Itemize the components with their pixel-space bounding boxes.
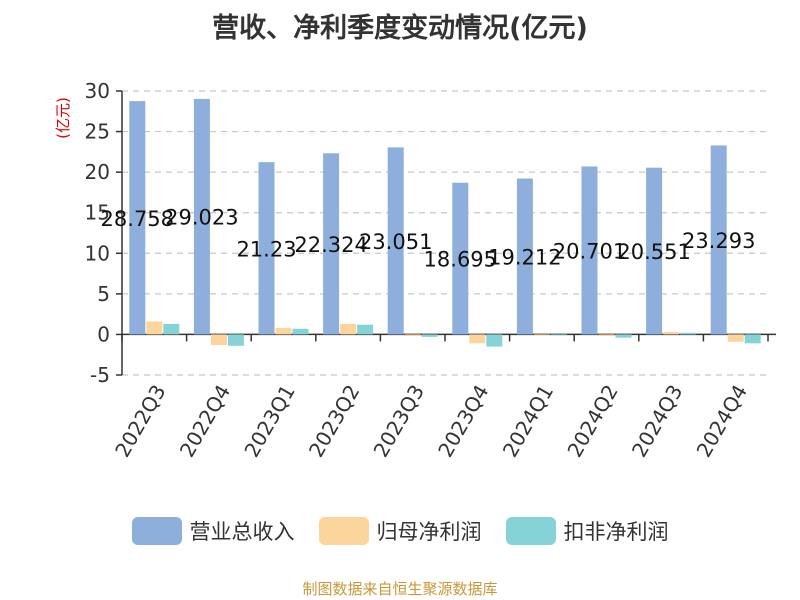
y-axis-unit-label: (亿元) — [54, 97, 72, 139]
data-label-revenue: 23.293 — [682, 229, 755, 253]
data-label-revenue: 20.551 — [617, 240, 690, 264]
bar-revenue[interactable] — [193, 98, 210, 335]
bar-revenue[interactable] — [258, 162, 275, 335]
bar-net-profit[interactable] — [727, 334, 744, 342]
y-tick-label: 10 — [85, 241, 110, 265]
legend-label-revenue: 营业总收入 — [189, 520, 295, 544]
bar-net-profit[interactable] — [146, 321, 163, 335]
x-tick-label: 2024Q3 — [627, 381, 687, 462]
y-tick-label: 20 — [85, 160, 110, 184]
x-tick-label: 2024Q2 — [562, 381, 622, 462]
y-tick-label: -5 — [90, 363, 110, 387]
x-tick-label: 2022Q3 — [110, 381, 170, 462]
bar-net-profit[interactable] — [404, 334, 421, 337]
x-tick-label: 2022Q4 — [175, 381, 235, 462]
legend-label-net-profit: 归母净利润 — [376, 520, 482, 544]
bar-deducted-profit[interactable] — [550, 334, 567, 336]
legend: 营业总收入 归母净利润 扣非净利润 — [0, 516, 800, 546]
y-tick-label: 5 — [97, 282, 110, 306]
legend-swatch-net-profit — [318, 517, 369, 545]
bar-revenue[interactable] — [646, 167, 663, 335]
bar-revenue[interactable] — [452, 182, 469, 335]
data-label-revenue: 18.695 — [424, 248, 497, 272]
data-label-revenue: 29.023 — [165, 206, 238, 230]
bar-revenue[interactable] — [710, 145, 727, 335]
bar-deducted-profit[interactable] — [421, 334, 438, 337]
bar-net-profit[interactable] — [663, 331, 680, 335]
legend-swatch-deducted-profit — [505, 517, 556, 545]
bar-net-profit[interactable] — [210, 334, 227, 345]
bar-net-profit[interactable] — [469, 334, 486, 344]
bar-net-profit[interactable] — [533, 334, 550, 336]
legend-item-deducted-profit[interactable]: 扣非净利润 — [505, 516, 669, 546]
y-tick-label: 25 — [85, 120, 110, 144]
legend-item-revenue[interactable]: 营业总收入 — [131, 516, 295, 546]
legend-swatch-revenue — [131, 517, 182, 545]
bar-revenue[interactable] — [387, 147, 404, 335]
bar-revenue[interactable] — [323, 153, 340, 335]
bar-deducted-profit[interactable] — [680, 332, 697, 335]
bar-revenue[interactable] — [581, 166, 598, 335]
grid-lines — [122, 90, 768, 376]
bar-net-profit[interactable] — [598, 334, 615, 337]
bar-deducted-profit[interactable] — [486, 334, 503, 347]
x-tick-label: 2023Q4 — [433, 381, 493, 462]
bar-deducted-profit[interactable] — [163, 323, 180, 335]
data-label-revenue: 23.051 — [359, 230, 432, 254]
bar-revenue[interactable] — [129, 101, 146, 335]
data-label-revenue: 20.701 — [553, 239, 626, 263]
y-tick-label: 15 — [85, 201, 110, 225]
bars — [129, 98, 761, 347]
data-label-revenue: 19.212 — [488, 245, 561, 269]
x-tick-label: 2023Q2 — [304, 381, 364, 462]
x-tick-label: 2023Q3 — [369, 381, 429, 462]
legend-label-deducted-profit: 扣非净利润 — [563, 520, 669, 544]
data-label-revenue: 28.758 — [101, 207, 174, 231]
y-tick-label: 0 — [97, 322, 110, 346]
bar-deducted-profit[interactable] — [292, 328, 309, 335]
bar-revenue[interactable] — [516, 178, 533, 335]
bar-deducted-profit[interactable] — [227, 334, 244, 346]
x-tick-label: 2024Q4 — [692, 381, 752, 462]
bar-net-profit[interactable] — [275, 327, 292, 335]
y-tick-label: 30 — [85, 79, 110, 103]
legend-item-net-profit[interactable]: 归母净利润 — [318, 516, 482, 546]
chart-title: 营收、净利季度变动情况(亿元) — [212, 13, 588, 44]
data-label-revenue: 22.324 — [294, 233, 367, 257]
x-tick-label: 2024Q1 — [498, 381, 558, 462]
bar-deducted-profit[interactable] — [615, 334, 632, 338]
data-label-revenue: 21.23 — [236, 237, 296, 261]
source-note: 制图数据来自恒生聚源数据库 — [302, 580, 498, 598]
bar-deducted-profit[interactable] — [744, 334, 761, 344]
bar-deducted-profit[interactable] — [357, 324, 374, 335]
bar-net-profit[interactable] — [340, 323, 357, 335]
x-tick-label: 2023Q1 — [239, 381, 299, 462]
